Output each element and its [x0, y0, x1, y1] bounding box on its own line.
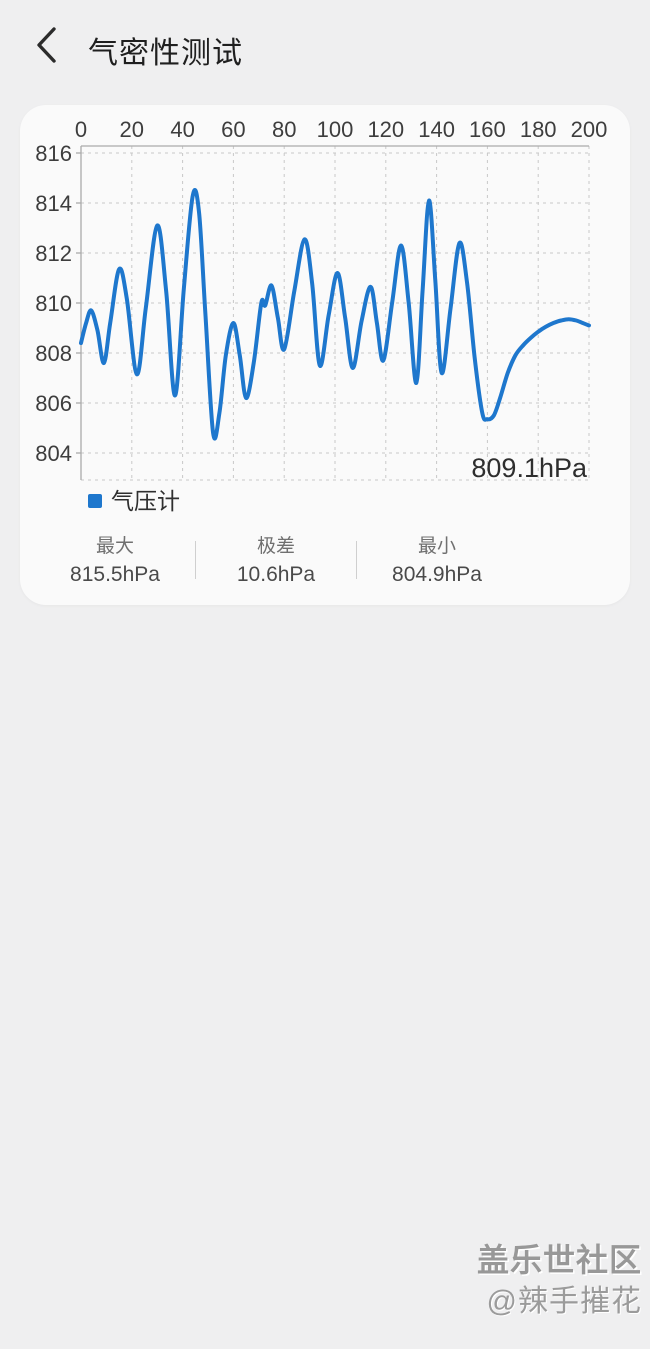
svg-text:80: 80	[272, 117, 296, 142]
legend-swatch-icon	[88, 494, 102, 508]
stat-divider	[195, 541, 196, 579]
svg-text:816: 816	[35, 141, 72, 166]
stat-range-value: 10.6hPa	[236, 563, 316, 586]
svg-text:810: 810	[35, 291, 72, 316]
svg-text:120: 120	[367, 117, 404, 142]
chart-y-axis-labels: 816 814 812 810 808 806 804	[35, 141, 72, 466]
svg-text:812: 812	[35, 241, 72, 266]
svg-text:808: 808	[35, 341, 72, 366]
svg-text:809.1hPa: 809.1hPa	[471, 453, 588, 483]
title-bar: 气密性测试	[0, 0, 650, 90]
svg-text:140: 140	[418, 117, 455, 142]
svg-text:806: 806	[35, 391, 72, 416]
svg-text:804: 804	[35, 441, 72, 466]
stat-range-label: 极差	[256, 536, 295, 557]
svg-text:20: 20	[120, 117, 144, 142]
stat-max-value: 815.5hPa	[70, 563, 160, 586]
svg-text:100: 100	[317, 117, 354, 142]
watermark-community-name: 盖乐世社区	[476, 1242, 642, 1278]
chart-line-series	[79, 188, 591, 441]
chart-legend: 气压计	[88, 489, 180, 513]
stat-divider	[356, 541, 357, 579]
svg-text:160: 160	[469, 117, 506, 142]
stat-min-label: 最小	[417, 536, 456, 557]
stat-range: 极差 10.6hPa	[196, 535, 356, 588]
svg-text:0: 0	[75, 117, 87, 142]
legend-label: 气压计	[111, 488, 180, 514]
chevron-left-icon	[37, 27, 56, 63]
stat-min: 最小 804.9hPa	[357, 535, 517, 588]
svg-text:40: 40	[170, 117, 194, 142]
stat-min-value: 804.9hPa	[392, 563, 482, 586]
stat-max: 最大 815.5hPa	[35, 535, 195, 588]
stat-max-label: 最大	[95, 536, 134, 557]
stats-row: 最大 815.5hPa 极差 10.6hPa 最小 804.9hPa	[35, 535, 517, 588]
watermark: 盖乐世社区 @辣手摧花	[477, 1244, 642, 1317]
chart-axes	[76, 145, 589, 480]
chart-current-value-label: 809.1hPa	[471, 453, 588, 483]
svg-text:60: 60	[221, 117, 245, 142]
pressure-chart: 0 20 40 60 80 100 120 140 160 180 200 816 814 812 810…	[35, 117, 607, 483]
svg-text:814: 814	[35, 191, 72, 216]
watermark-username: @辣手摧花	[486, 1285, 642, 1318]
back-button[interactable]	[33, 26, 61, 64]
svg-text:180: 180	[520, 117, 557, 142]
svg-text:200: 200	[571, 117, 608, 142]
chart-gridlines	[80, 146, 590, 481]
page-title: 气密性测试	[88, 37, 243, 70]
chart-x-axis-labels: 0 20 40 60 80 100 120 140 160 180 200	[75, 117, 607, 142]
pressure-test-card: 0 20 40 60 80 100 120 140 160 180 200 816 814 812 810…	[20, 105, 630, 605]
